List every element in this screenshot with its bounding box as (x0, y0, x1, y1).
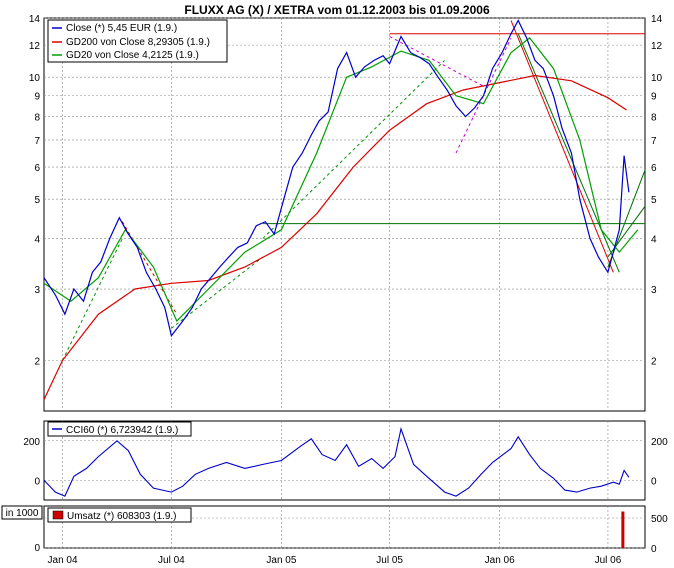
cci-legend-box (47, 421, 192, 437)
volume-legend: in 1000 Umsatz (*) 608303 (1.9.) (1, 505, 192, 523)
trendline-layer (62, 20, 646, 361)
gd20-series (43, 37, 639, 323)
price-ytick-left: 7 (34, 136, 40, 147)
price-ytick-right: 10 (651, 73, 663, 84)
series-layer (43, 19, 639, 548)
volume-ytick-right: 0 (651, 544, 657, 555)
volume-ylabel-box (1, 505, 43, 520)
price-ytick-left: 3 (34, 285, 40, 296)
price-ytick-right: 9 (651, 92, 657, 103)
price-ytick-left: 9 (34, 92, 40, 103)
price-ytick-left: 8 (34, 112, 40, 123)
gd200-series (43, 74, 627, 400)
cci-legend: CCI60 (*) 6,723942 (1.9.) (47, 421, 192, 437)
cci-series (43, 426, 630, 497)
price-legend-box (47, 19, 228, 63)
cci-ytick-left: 0 (34, 476, 40, 487)
trendline (262, 60, 446, 239)
price-ytick-right: 4 (651, 234, 657, 245)
price-ytick-right: 8 (651, 112, 657, 123)
price-ytick-right: 7 (651, 136, 657, 147)
price-ytick-left: 4 (34, 234, 40, 245)
price-ytick-right: 6 (651, 163, 657, 174)
price-ytick-left: 6 (34, 163, 40, 174)
price-ytick-left: 12 (29, 41, 41, 52)
volume-ytick-right: 500 (651, 514, 668, 525)
trendline (517, 33, 620, 273)
trendline (62, 238, 123, 361)
trendline (510, 20, 614, 273)
price-ytick-left: 2 (34, 356, 40, 367)
price-legend: Close (*) 5,45 EUR (1.9.) GD200 von Clos… (47, 19, 228, 63)
volume-legend-box (47, 507, 192, 523)
legend-label-cci: CCI60 (*) 6,723942 (1.9.) (66, 425, 178, 436)
volume-bar (621, 511, 625, 548)
cci-ytick-right: 0 (651, 476, 657, 487)
volume-ylabel: in 1000 (6, 508, 39, 519)
cci-ytick-left: 200 (23, 437, 40, 448)
legend-label-volume: Umsatz (*) 608303 (1.9.) (67, 511, 177, 522)
x-tick-label: Jul 05 (376, 555, 403, 566)
close-series (43, 19, 630, 338)
price-ytick-left: 5 (34, 195, 40, 206)
legend-label-close: Close (*) 5,45 EUR (1.9.) (66, 23, 177, 34)
x-tick-label: Jul 06 (595, 555, 622, 566)
volume-ytick-left: 0 (34, 543, 40, 554)
price-ytick-left: 10 (29, 73, 41, 84)
x-tick-label: Jan 06 (485, 555, 515, 566)
x-tick-label: Jan 05 (266, 555, 296, 566)
price-ytick-left: 14 (29, 14, 41, 25)
price-ytick-right: 3 (651, 285, 657, 296)
x-tick-label: Jan 04 (48, 555, 78, 566)
legend-label-gd200: GD200 von Close 8,29305 (1.9.) (66, 37, 210, 48)
price-ytick-right: 12 (651, 41, 663, 52)
price-ytick-right: 14 (651, 14, 663, 25)
price-ytick-right: 2 (651, 356, 657, 367)
chart-title: FLUXX AG (X) / XETRA vom 01.12.2003 bis … (184, 3, 490, 17)
price-ytick-right: 5 (651, 195, 657, 206)
cci-ytick-right: 200 (651, 437, 668, 448)
tick-label-layer: 2 2 3 3 4 4 5 5 6 6 7 7 8 8 9 9 10 10 12 12 14 14 0 0 200 200 0 0 50… (23, 14, 668, 566)
legend-swatch-volume (52, 510, 64, 520)
x-tick-label: Jul 04 (158, 555, 185, 566)
legend-label-gd20: GD20 von Close 4,2125 (1.9.) (66, 50, 199, 61)
